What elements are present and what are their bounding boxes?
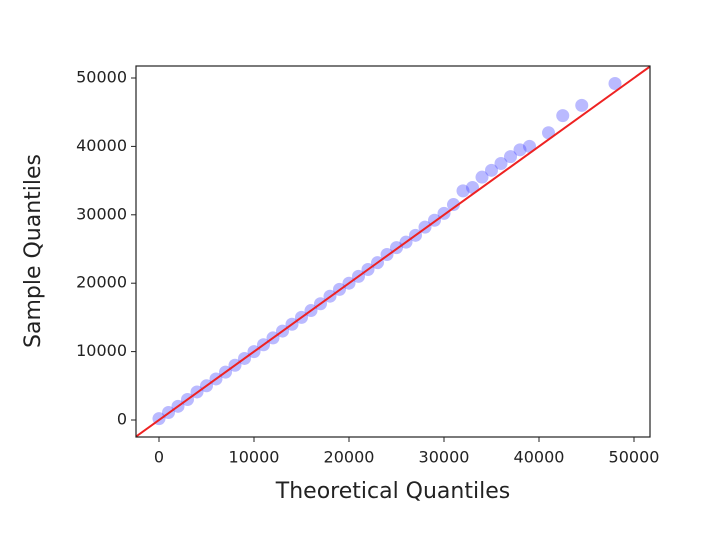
y-tick-label: 50000 bbox=[76, 67, 127, 86]
point bbox=[447, 198, 461, 212]
point bbox=[608, 76, 622, 90]
x-tick-label: 30000 bbox=[419, 448, 470, 467]
y-tick-label: 0 bbox=[117, 410, 127, 429]
point bbox=[523, 139, 537, 153]
data-layer bbox=[136, 66, 650, 437]
y-tick-label: 20000 bbox=[76, 273, 127, 292]
x-tick-label: 40000 bbox=[514, 448, 565, 467]
x-axis-label: Theoretical Quantiles bbox=[275, 479, 510, 504]
point bbox=[466, 180, 480, 194]
point bbox=[542, 126, 556, 140]
y-tick-label: 40000 bbox=[76, 136, 127, 155]
y-axis-label: Sample Quantiles bbox=[21, 154, 46, 348]
y-tick-label: 30000 bbox=[76, 204, 127, 223]
point bbox=[513, 143, 527, 157]
y-tick-label: 10000 bbox=[76, 341, 127, 360]
reference-line bbox=[136, 66, 650, 437]
plot-area: Theoretical Quantiles Sample Quantiles 0… bbox=[21, 65, 660, 504]
point bbox=[485, 163, 499, 177]
point bbox=[475, 170, 489, 184]
x-tick-label: 0 bbox=[154, 448, 164, 467]
x-tick-label: 20000 bbox=[324, 448, 375, 467]
point bbox=[504, 150, 518, 164]
axes-frame bbox=[135, 65, 651, 438]
point bbox=[456, 184, 470, 198]
x-tick-label: 10000 bbox=[229, 448, 280, 467]
x-tick-label: 50000 bbox=[609, 448, 660, 467]
point bbox=[494, 156, 508, 170]
point bbox=[556, 109, 570, 123]
point bbox=[575, 98, 589, 112]
